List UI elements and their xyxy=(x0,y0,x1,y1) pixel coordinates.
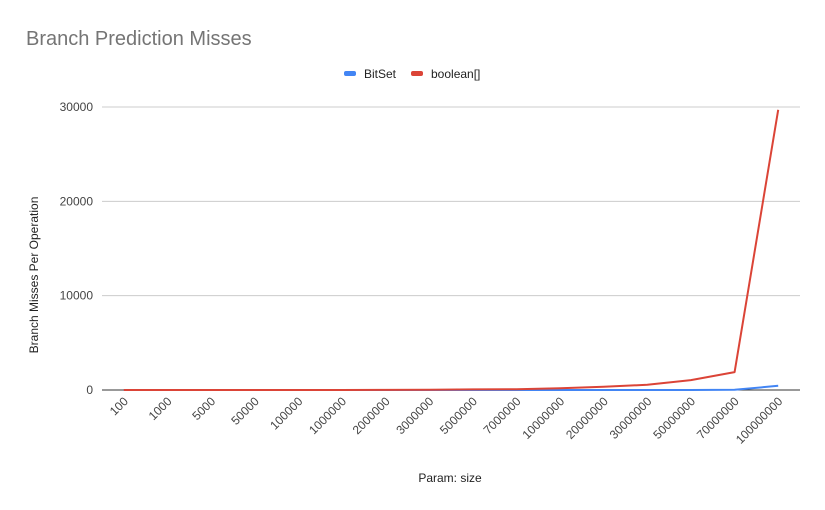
x-tick-label: 100000 xyxy=(267,394,305,432)
chart-title: Branch Prediction Misses xyxy=(26,28,252,50)
x-axis-ticks: 100 1000 5000 50000 100000 1000000 2000000 3000… xyxy=(107,394,786,447)
y-axis-title: Branch Misses Per Operation xyxy=(27,197,41,354)
x-tick-label: 5000 xyxy=(189,394,218,423)
y-axis-ticks: 0 10000 20000 30000 xyxy=(60,100,94,397)
y-tick-label: 10000 xyxy=(60,289,94,303)
gridlines xyxy=(102,106,800,391)
x-tick-label: 20000000 xyxy=(563,394,611,442)
x-tick-label: 3000000 xyxy=(393,394,436,437)
x-tick-label: 50000 xyxy=(228,394,262,428)
legend-swatch xyxy=(411,71,423,76)
legend: BitSet boolean[] xyxy=(344,67,480,81)
legend-swatch xyxy=(344,71,356,76)
x-tick-label: 1000 xyxy=(146,394,175,423)
legend-label: boolean[] xyxy=(431,67,480,81)
x-tick-label: 1000000 xyxy=(306,394,349,437)
x-tick-label: 30000000 xyxy=(607,394,655,442)
y-tick-label: 0 xyxy=(86,383,93,397)
y-tick-label: 20000 xyxy=(60,194,94,208)
x-tick-label: 50000000 xyxy=(650,394,698,442)
x-tick-label: 100000000 xyxy=(733,394,786,447)
series-line-boolean-array xyxy=(123,109,780,391)
x-tick-label: 5000000 xyxy=(437,394,480,437)
x-tick-label: 10000000 xyxy=(520,394,568,442)
x-tick-label: 100 xyxy=(107,394,131,418)
x-tick-label: 7000000 xyxy=(481,394,524,437)
legend-label: BitSet xyxy=(364,67,397,81)
x-axis-title: Param: size xyxy=(418,471,482,485)
x-tick-label: 2000000 xyxy=(350,394,393,437)
y-tick-label: 30000 xyxy=(60,100,94,114)
series-lines xyxy=(123,109,780,391)
